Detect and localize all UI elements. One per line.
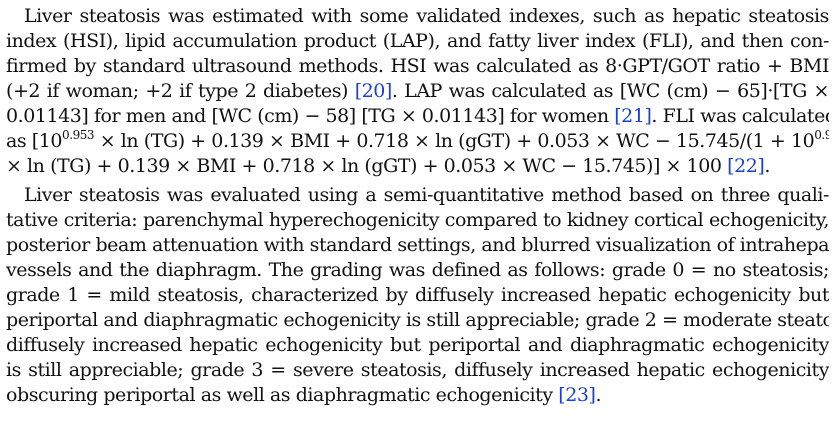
p1-line-2: index (HSI), lipid accumulation product … <box>6 30 829 52</box>
citation-link-21[interactable]: [21] <box>614 105 652 127</box>
text-run: . <box>764 155 770 177</box>
p2-line-5: grade 1 = mild steatosis, characterized … <box>6 284 829 306</box>
p2-line-1: Liver steatosis was evaluated using a se… <box>24 184 829 206</box>
p1-line-1: Liver steatosis was estimated with some … <box>24 5 829 27</box>
p1-line-7: × ln (TG) + 0.139 × BMI + 0.718 × ln (gG… <box>6 154 829 179</box>
p1-line-6: as [100.953 × ln (TG) + 0.139 × BMI + 0.… <box>6 129 829 154</box>
citation-link-23[interactable]: [23] <box>558 384 596 406</box>
p2-line-8: is still appreciable; grade 3 = severe s… <box>6 359 829 381</box>
text-run: × ln (TG) + 0.139 × BMI + 0.718 × ln (gG… <box>6 155 728 177</box>
exponent: 0.953 <box>62 129 95 142</box>
text-run: as [10 <box>6 130 63 152</box>
exponent: 0.953 <box>814 129 829 142</box>
text-run: (+2 if woman; +2 if type 2 diabetes) <box>6 80 355 102</box>
p2-line-4: vessels and the diaphragm. The grading w… <box>6 259 829 281</box>
p2-line-9: obscuring periportal as well as diaphrag… <box>6 383 829 408</box>
text-run: . <box>595 384 602 406</box>
text-run: obscuring periportal as well as diaphrag… <box>6 384 559 406</box>
p1-line-5: 0.01143] for men and [WC (cm) − 58] [TG … <box>6 104 829 129</box>
p2-line-6: periportal and diaphragmatic echogenicit… <box>6 309 829 331</box>
p1-line-3: firmed by standard ultrasound methods. H… <box>6 55 829 77</box>
p2-line-3: posterior beam attenuation with standard… <box>6 234 829 256</box>
p2-line-7: diffusely increased hepatic echogenicity… <box>6 334 829 356</box>
citation-link-22[interactable]: [22] <box>727 155 765 177</box>
text-run: 0.01143] for men and [WC (cm) − 58] [TG … <box>6 105 615 127</box>
citation-link-20[interactable]: [20] <box>354 80 393 102</box>
text-run: . FLI was calculated <box>651 105 829 127</box>
p2-line-2: tative criteria: parenchymal hyperechoge… <box>6 209 829 231</box>
text-run: × ln (TG) + 0.139 × BMI + 0.718 × ln (gG… <box>94 130 815 152</box>
p1-line-4: (+2 if woman; +2 if type 2 diabetes) [20… <box>6 79 829 104</box>
text-run: . LAP was calculated as [WC (cm) − 65]·[… <box>391 80 829 102</box>
